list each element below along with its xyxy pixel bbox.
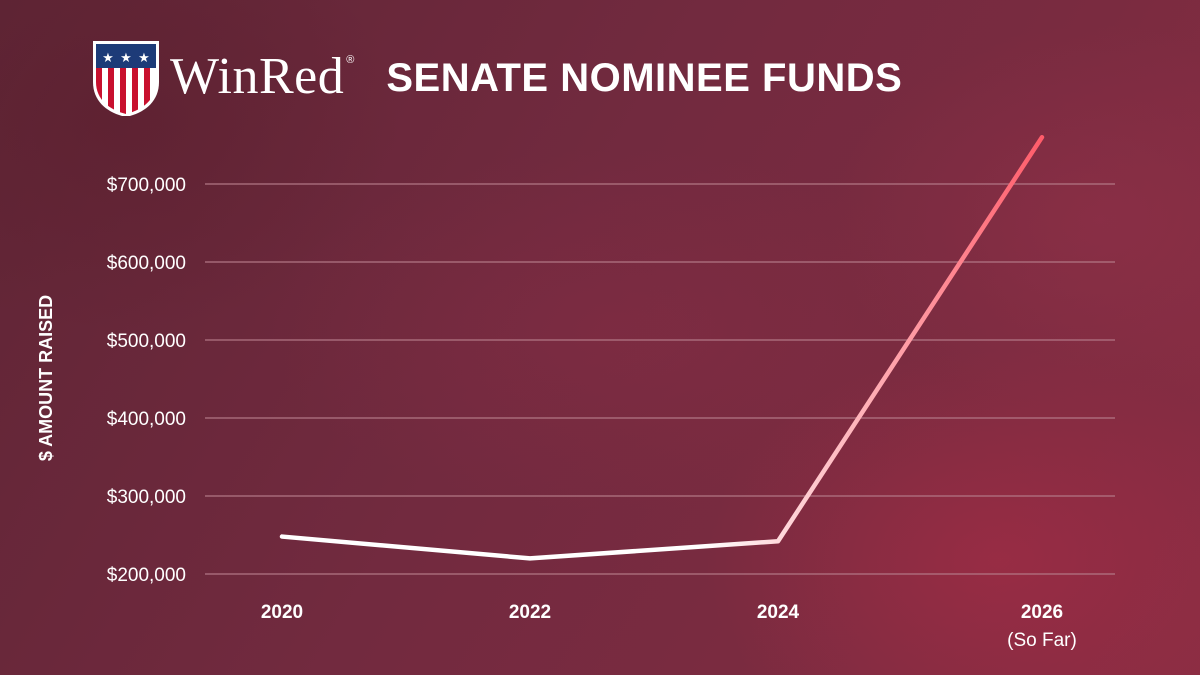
- chart-title: SENATE NOMINEE FUNDS: [386, 55, 903, 100]
- header: ★ ★ ★ WinRed ® SENATE NOMINEE FUNDS: [92, 40, 902, 116]
- x-tick-sublabel: (So Far): [1007, 630, 1077, 651]
- y-tick-label: $600,000: [107, 253, 186, 274]
- y-tick-label: $400,000: [107, 409, 186, 430]
- svg-text:★: ★: [120, 51, 132, 66]
- registered-mark: ®: [346, 54, 355, 66]
- y-tick-label: $300,000: [107, 487, 186, 508]
- x-tick-label: 2022: [509, 602, 551, 623]
- y-tick-label: $200,000: [107, 565, 186, 586]
- y-tick-label: $500,000: [107, 331, 186, 352]
- brand-name: WinRed: [170, 47, 345, 105]
- y-tick-label: $700,000: [107, 175, 186, 196]
- y-axis-label: $ AMOUNT RAISED: [36, 295, 56, 461]
- x-tick-label: 2020: [261, 602, 303, 623]
- winred-shield-logo: ★ ★ ★: [93, 41, 159, 116]
- svg-text:★: ★: [102, 51, 114, 66]
- series-line: [279, 134, 1045, 561]
- x-tick-label: 2026: [1021, 602, 1063, 623]
- svg-text:★: ★: [138, 51, 150, 66]
- x-tick-label: 2024: [757, 602, 800, 623]
